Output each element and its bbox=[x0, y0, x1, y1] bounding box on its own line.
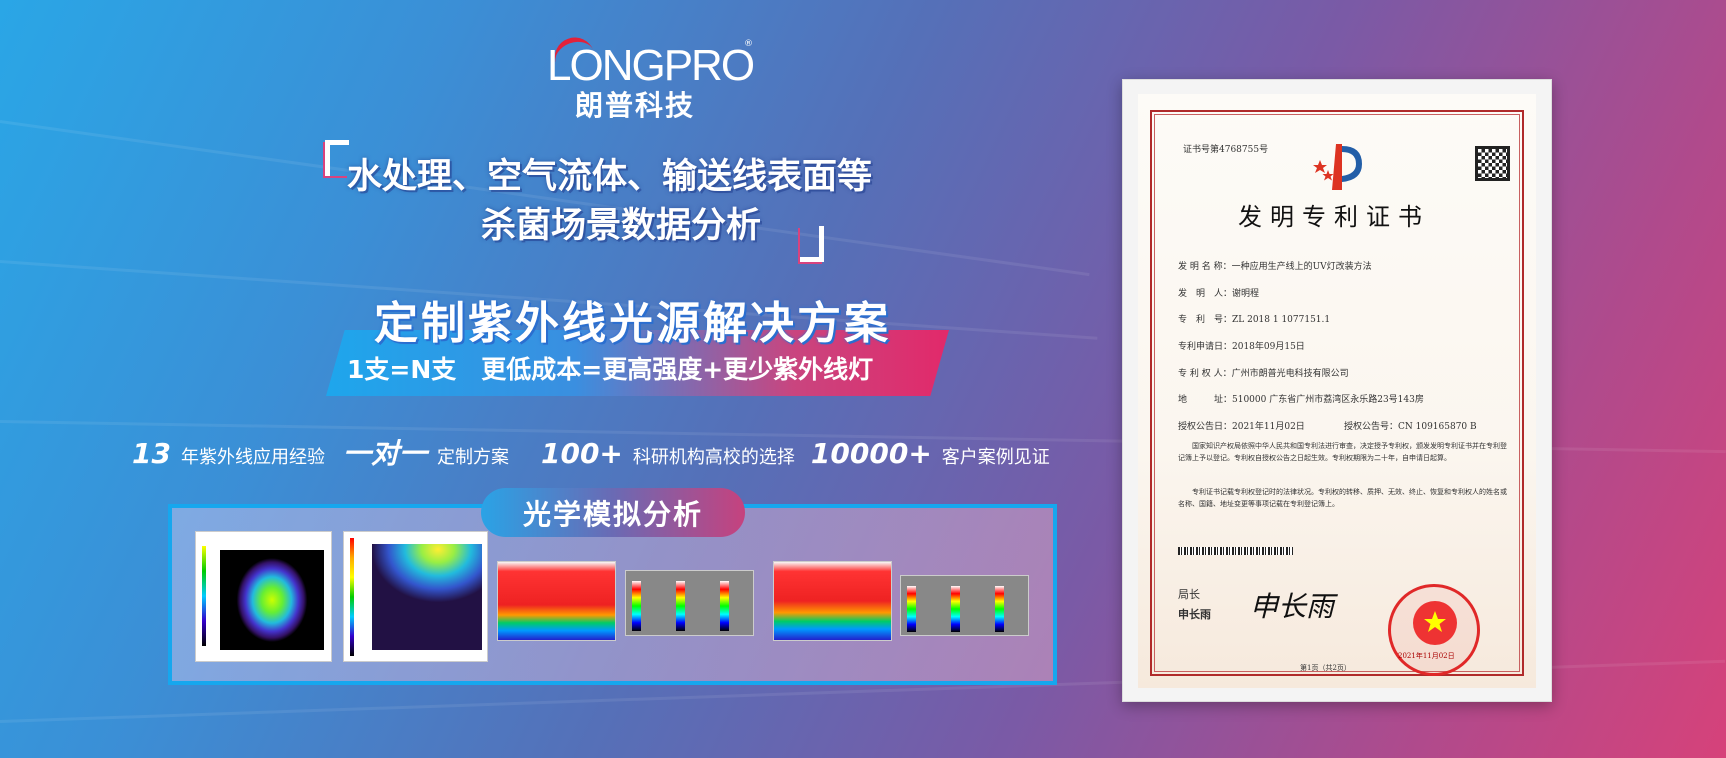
stat-value: 100+ bbox=[540, 437, 623, 470]
official-seal bbox=[1388, 584, 1480, 676]
certificate-paragraph: 国家知识产权局依照中华人民共和国专利法进行审查，决定授予专利权，颁发发明专利证书… bbox=[1178, 442, 1507, 462]
stat-value: 一对一 bbox=[342, 437, 427, 470]
stat-value: 10000+ bbox=[810, 437, 932, 470]
stat-label: 科研机构高校的选择 bbox=[632, 447, 795, 468]
signature: 申长雨 bbox=[1250, 590, 1335, 623]
stat-value: 13 bbox=[132, 437, 171, 470]
stat-label: 客户案例见证 bbox=[941, 447, 1050, 468]
director-title: 局长 bbox=[1178, 588, 1200, 601]
certificate-border bbox=[1150, 110, 1524, 676]
certificate-row: 专 利 号：ZL 2018 1 1077151.1 bbox=[1178, 315, 1331, 325]
simulation-title: 光学模拟分析 bbox=[481, 488, 745, 537]
page-number: 第1页（共2页） bbox=[1300, 664, 1351, 672]
patent-certificate bbox=[1138, 94, 1536, 688]
certificate-row: 专 利 权 人：广州市朗普光电科技有限公司 bbox=[1178, 369, 1349, 379]
banner-subtitle: 1支=N支 更低成本=更高强度+更少紫外线灯 bbox=[347, 355, 874, 384]
simulation-image-scatter-map bbox=[343, 531, 488, 662]
simulation-image-irradiance-spot bbox=[195, 531, 332, 662]
headline-line2: 杀菌场景数据分析 bbox=[481, 206, 762, 246]
certificate-grant-date: 授权公告日：2021年11月02日 bbox=[1178, 422, 1305, 432]
certificate-row: 发 明 名 称：一种应用生产线上的UV灯改装方法 bbox=[1178, 262, 1372, 272]
background-line bbox=[0, 120, 1090, 277]
stats-row: 13 年紫外线应用经验 一对一 定制方案 100+ 科研机构高校的选择 10000+ 客… bbox=[132, 432, 1050, 472]
certificate-title: 发明专利证书 bbox=[1238, 203, 1430, 231]
banner-ribbon bbox=[326, 330, 949, 396]
barcode bbox=[1178, 547, 1293, 555]
right-bracket-icon bbox=[800, 226, 824, 262]
simulation-image-legend bbox=[900, 575, 1029, 636]
certificate-row: 发 明 人：谢明程 bbox=[1178, 289, 1260, 299]
simulation-image-heatmap bbox=[497, 561, 616, 641]
seal-date: 2021年11月02日 bbox=[1398, 652, 1455, 660]
headline-line1: 水处理、空气流体、输送线表面等 bbox=[347, 157, 873, 197]
brand-logo: LONGPRO bbox=[547, 41, 755, 90]
stat-label: 定制方案 bbox=[436, 447, 509, 468]
certificate-paragraph: 专利证书记载专利权登记时的法律状况。专利权的转移、质押、无效、终止、恢复和专利权… bbox=[1178, 488, 1507, 508]
national-emblem-icon bbox=[1413, 601, 1457, 645]
director-name: 申长雨 bbox=[1178, 608, 1211, 621]
certificate-grant-number: 授权公告号：CN 109165870 B bbox=[1344, 422, 1477, 432]
certificate-number: 证书号第4768755号 bbox=[1183, 145, 1269, 155]
stat-label: 年紫外线应用经验 bbox=[180, 447, 325, 468]
certificate-row: 地 址：510000 广东省广州市荔湾区永乐路23号143房 bbox=[1178, 395, 1424, 405]
qr-code bbox=[1475, 146, 1510, 181]
registered-mark: ® bbox=[744, 39, 753, 49]
left-bracket-icon bbox=[325, 140, 349, 176]
cnipa-emblem-icon bbox=[1313, 144, 1362, 190]
simulation-image-heatmap bbox=[773, 561, 892, 641]
brand-name-cn: 朗普科技 bbox=[575, 89, 696, 122]
simulation-image-legend bbox=[625, 570, 754, 636]
certificate-row: 专利申请日：2018年09月15日 bbox=[1178, 342, 1305, 352]
banner-title: 定制紫外线光源解决方案 bbox=[374, 298, 891, 349]
